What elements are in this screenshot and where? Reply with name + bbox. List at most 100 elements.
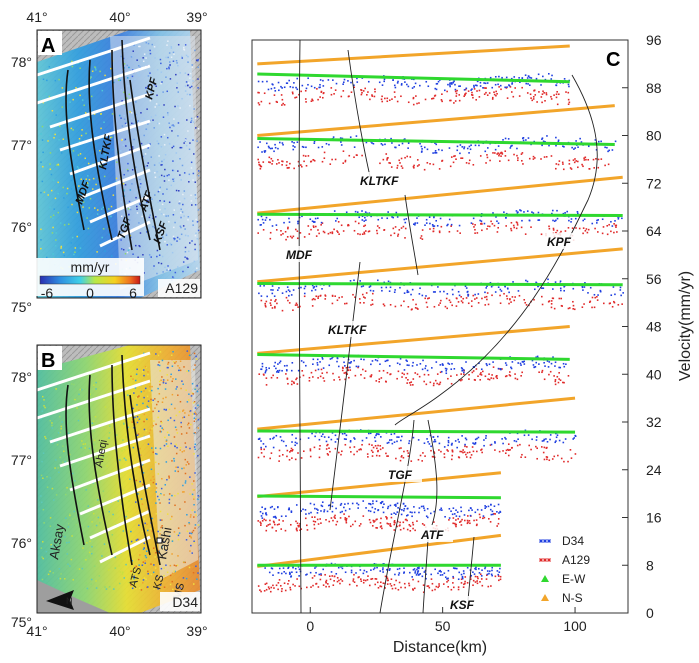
a129-point: [334, 89, 337, 91]
d34-point: [453, 513, 456, 515]
map-speckle: [182, 203, 184, 206]
map-speckle: [55, 494, 58, 496]
map-speckle: [152, 225, 154, 228]
d34-point: [392, 216, 395, 219]
d34-point: [387, 507, 389, 510]
map-speckle: [108, 208, 110, 210]
map-speckle: [102, 490, 105, 492]
map-speckle: [141, 564, 144, 566]
a129-point: [271, 160, 274, 162]
map-speckle: [120, 150, 122, 152]
map-speckle: [160, 420, 162, 423]
d34-point: [472, 217, 475, 220]
d34-point: [494, 75, 497, 78]
map-speckle: [56, 443, 59, 446]
map-speckle: [169, 78, 172, 80]
map-speckle: [156, 575, 158, 578]
map-speckle: [178, 200, 181, 203]
map-speckle: [177, 105, 179, 107]
a129-point: [494, 513, 497, 515]
a129-point: [568, 307, 571, 309]
d34-point: [418, 507, 421, 509]
map-speckle: [170, 45, 173, 48]
a129-point: [393, 232, 396, 235]
d34-point: [450, 510, 452, 513]
d34-point: [497, 367, 500, 370]
a129-point: [423, 380, 425, 383]
d34-point: [556, 217, 559, 220]
map-speckle: [144, 387, 147, 390]
d34-point: [450, 368, 453, 371]
a129-point: [499, 575, 502, 578]
d34-point: [297, 220, 299, 223]
d34-point: [617, 216, 619, 218]
a129-point: [269, 523, 271, 526]
d34-point: [317, 509, 319, 511]
map-speckle: [62, 445, 64, 447]
a129-point: [506, 297, 509, 300]
map-speckle: [166, 67, 168, 70]
d34-point: [380, 286, 383, 289]
a129-point: [295, 302, 298, 305]
d34-point: [559, 287, 562, 290]
a129-point: [496, 375, 498, 377]
d34-point: [294, 146, 296, 148]
d34-point: [595, 149, 598, 151]
d34-point: [400, 84, 403, 86]
map-speckle: [42, 101, 45, 104]
map-speckle: [143, 420, 145, 423]
a129-point: [456, 230, 459, 232]
d34-point: [508, 291, 510, 294]
a129-point: [597, 231, 599, 233]
d34-point: [490, 513, 493, 516]
a129-point: [380, 581, 382, 584]
d34-point: [439, 569, 442, 572]
d34-point: [382, 568, 384, 571]
map-speckle: [142, 483, 144, 486]
d34-point: [403, 369, 406, 371]
d34-point: [381, 501, 383, 503]
a129-point: [325, 579, 328, 582]
map-speckle: [182, 266, 184, 268]
a129-point: [312, 225, 315, 227]
a129-point: [400, 447, 402, 449]
d34-point: [437, 572, 439, 575]
map-speckle: [185, 446, 187, 448]
d34-point: [461, 577, 464, 580]
d34-point: [310, 85, 313, 88]
map-speckle: [179, 508, 181, 510]
a129-point: [319, 375, 322, 378]
ns-series-profile-3: [257, 175, 623, 215]
d34-point: [365, 437, 368, 439]
d34-point: [426, 369, 429, 372]
map-speckle: [143, 547, 146, 549]
d34-point: [274, 90, 277, 92]
y-tick-label: 32: [646, 414, 662, 430]
map-speckle: [180, 217, 182, 219]
a129-point: [432, 97, 435, 100]
a129-point: [515, 221, 518, 223]
d34-point: [356, 81, 359, 83]
d34-point: [550, 362, 553, 365]
map-speckle: [140, 112, 142, 114]
d34-point: [425, 515, 428, 518]
map-speckle: [191, 204, 193, 206]
d34-point: [407, 514, 409, 516]
d34-point: [379, 363, 381, 366]
map-speckle: [118, 77, 120, 79]
a129-point: [491, 98, 494, 100]
a129-point: [406, 155, 409, 158]
d34-point: [265, 512, 267, 514]
a129-point: [328, 520, 331, 523]
a129-point: [471, 446, 474, 448]
a129-point: [296, 230, 299, 233]
a129-point: [330, 93, 333, 96]
map-speckle: [194, 234, 197, 237]
d34-point: [416, 572, 419, 575]
d34-point: [396, 362, 399, 365]
a129-point: [474, 228, 476, 231]
d34-point: [463, 572, 465, 575]
a129-point: [354, 296, 356, 299]
map-speckle: [97, 516, 100, 519]
d34-point: [357, 503, 360, 506]
